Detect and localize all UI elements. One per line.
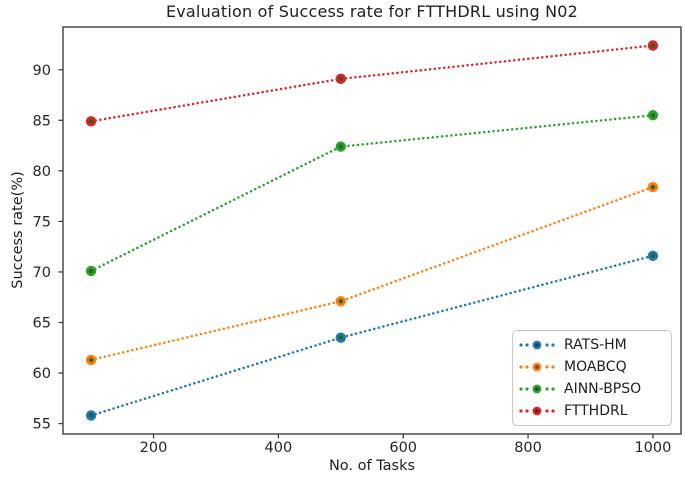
- legend-sample-icon: [519, 384, 555, 394]
- y-tick-label: 60: [33, 366, 51, 382]
- legend-item-label: MOABCQ: [564, 359, 627, 375]
- legend-item-label: AINN-BPSO: [564, 381, 642, 397]
- series-line-FTTHDRL: [89, 44, 655, 123]
- data-point-core: [338, 335, 344, 340]
- y-tick-label: 85: [33, 113, 51, 129]
- data-point-core: [338, 298, 344, 304]
- y-tick-label: 90: [33, 63, 51, 79]
- series-line-AINN-BPSO: [89, 114, 655, 273]
- legend: RATS-HM MOABCQ AINN-BPSO FTTHDRL: [512, 330, 672, 426]
- legend-item-AINN-BPSO: AINN-BPSO: [513, 378, 671, 400]
- legend-item-label: FTTHDRL: [564, 403, 628, 419]
- x-tick-label: 1000: [634, 440, 671, 456]
- data-point-core: [650, 184, 656, 190]
- x-tick-label: 200: [140, 440, 168, 456]
- y-tick-label: 55: [33, 417, 51, 433]
- y-tick-label: 65: [33, 315, 51, 331]
- y-tick-label: 70: [33, 265, 51, 281]
- data-point-core: [88, 268, 94, 274]
- legend-item-RATS-HM: RATS-HM: [513, 334, 671, 356]
- legend-item-label: RATS-HM: [564, 337, 627, 353]
- legend-item-FTTHDRL: FTTHDRL: [513, 400, 671, 422]
- data-point-core: [650, 112, 656, 118]
- plot-border: [62, 26, 682, 435]
- data-point-core: [650, 43, 656, 48]
- y-axis-label: Success rate(%): [10, 171, 26, 289]
- data-point-core: [338, 76, 344, 82]
- legend-sample-icon: [519, 406, 555, 416]
- data-point-core: [88, 119, 94, 124]
- data-point-core: [88, 413, 94, 418]
- data-point-core: [338, 144, 344, 149]
- x-tick-label: 600: [389, 440, 417, 456]
- data-point-core: [88, 357, 94, 363]
- series-line-MOABCQ: [89, 185, 655, 362]
- y-tick-label: 75: [33, 214, 51, 230]
- legend-sample-icon: [519, 340, 555, 350]
- legend-sample-icon: [519, 362, 555, 372]
- x-tick-label: 400: [265, 440, 293, 456]
- chart-title: Evaluation of Success rate for FTTHDRL u…: [165, 2, 579, 21]
- data-point-core: [650, 253, 656, 259]
- x-axis-label: No. of Tasks: [328, 458, 416, 474]
- legend-item-MOABCQ: MOABCQ: [513, 356, 671, 378]
- y-tick-label: 80: [33, 164, 51, 180]
- x-tick-label: 800: [514, 440, 542, 456]
